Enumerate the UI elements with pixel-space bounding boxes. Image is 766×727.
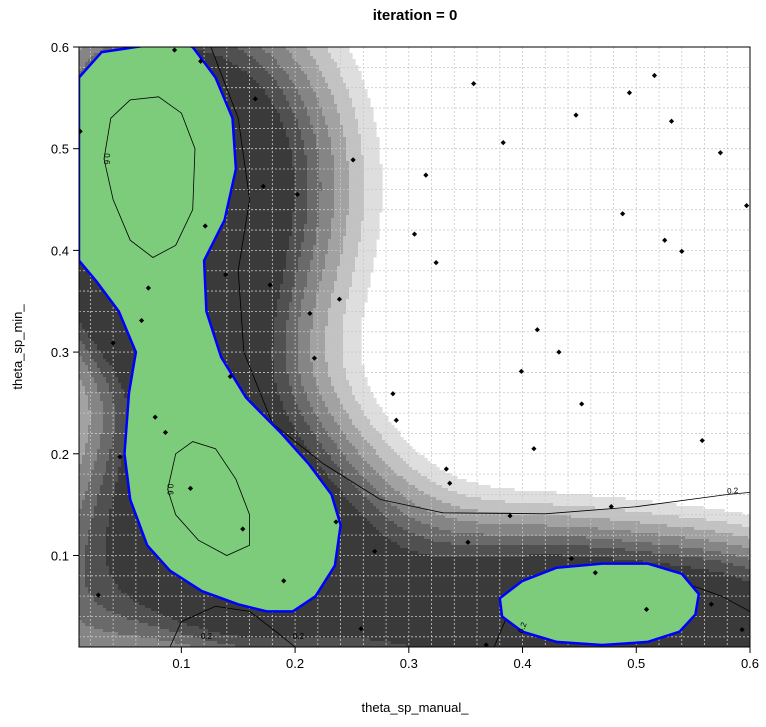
sample-point bbox=[260, 183, 266, 189]
sample-points bbox=[79, 47, 750, 647]
y-axis-label: theta_sp_min_ bbox=[10, 304, 25, 390]
sample-point bbox=[651, 72, 658, 79]
contour-label: 0.2 bbox=[293, 632, 305, 641]
x-tick-label: 0.1 bbox=[172, 656, 190, 671]
sample-point bbox=[743, 203, 750, 209]
sample-point bbox=[500, 139, 506, 146]
sample-point bbox=[573, 112, 579, 118]
sample-point bbox=[198, 58, 204, 64]
sample-point bbox=[171, 47, 178, 53]
sample-point bbox=[350, 157, 356, 163]
sample-point bbox=[372, 548, 378, 555]
sample-point bbox=[333, 519, 339, 525]
sample-point bbox=[252, 96, 258, 102]
sample-point bbox=[483, 642, 489, 647]
contour-label: 0.6 bbox=[166, 484, 175, 496]
sample-point bbox=[568, 555, 575, 562]
sample-point bbox=[294, 191, 300, 198]
sample-point bbox=[708, 601, 714, 607]
feasible-regions bbox=[79, 47, 701, 647]
inner-contour-line bbox=[103, 96, 196, 258]
sample-point bbox=[717, 150, 724, 156]
sample-point bbox=[390, 391, 396, 397]
sample-point bbox=[202, 223, 208, 229]
sample-point bbox=[411, 231, 418, 237]
contour-label: 0.2 bbox=[516, 621, 528, 635]
contour-labels: 0.6 0.6 0.2 0.2 0.2 0.2 0.2 bbox=[102, 153, 763, 641]
feasible-region-left bbox=[79, 47, 342, 613]
y-tick-label: 0.4 bbox=[51, 243, 69, 258]
sample-point bbox=[117, 454, 123, 460]
sample-point bbox=[668, 118, 675, 124]
sample-point bbox=[138, 317, 145, 324]
sample-point bbox=[608, 504, 614, 510]
sample-point bbox=[95, 592, 101, 598]
sample-point bbox=[662, 237, 668, 243]
sample-point bbox=[739, 627, 745, 633]
sample-point bbox=[433, 259, 439, 266]
sample-point bbox=[507, 513, 513, 519]
y-tick-label: 0.6 bbox=[51, 40, 69, 55]
sample-point bbox=[471, 81, 477, 87]
x-tick-label: 0.5 bbox=[627, 656, 645, 671]
sample-point bbox=[227, 373, 233, 380]
y-tick-label: 0.2 bbox=[51, 447, 69, 462]
sample-point bbox=[534, 327, 540, 333]
x-axis: 0.1 0.2 0.3 0.4 0.5 0.6 bbox=[172, 647, 759, 671]
x-tick-label: 0.3 bbox=[400, 656, 418, 671]
plot-area: 0.6 0.6 0.2 0.2 0.2 0.2 0.2 bbox=[79, 47, 763, 647]
contour-label: 0.2 bbox=[727, 486, 739, 496]
x-tick-label: 0.2 bbox=[286, 656, 304, 671]
plot-border bbox=[78, 46, 751, 648]
y-tick-label: 0.1 bbox=[51, 548, 69, 563]
y-axis: 0.1 0.2 0.3 0.4 0.5 0.6 bbox=[51, 40, 79, 563]
sample-point bbox=[556, 349, 562, 355]
y-tick-label: 0.3 bbox=[51, 345, 69, 360]
sample-point bbox=[620, 211, 626, 217]
sample-point bbox=[311, 355, 318, 361]
inner-contour-line bbox=[167, 441, 250, 556]
sample-point bbox=[358, 626, 364, 632]
sample-point bbox=[518, 368, 525, 375]
contour-line bbox=[169, 605, 296, 647]
contour-label: 0.2 bbox=[751, 621, 763, 635]
sample-point bbox=[393, 417, 399, 423]
sample-point bbox=[447, 480, 453, 486]
sample-point bbox=[145, 285, 151, 291]
contour-line bbox=[210, 47, 750, 515]
x-tick-label: 0.4 bbox=[514, 656, 532, 671]
contour-label: 0.2 bbox=[201, 632, 213, 641]
sample-point bbox=[531, 446, 537, 452]
sample-point bbox=[79, 128, 83, 135]
sample-point bbox=[223, 272, 229, 278]
sample-point bbox=[423, 172, 429, 178]
sample-point bbox=[307, 310, 313, 317]
sample-point bbox=[336, 296, 343, 302]
sample-point bbox=[110, 340, 116, 346]
sample-point bbox=[679, 248, 685, 255]
y-tick-label: 0.5 bbox=[51, 142, 69, 157]
sample-point bbox=[267, 282, 273, 288]
x-axis-label: theta_sp_manual_ bbox=[362, 700, 470, 715]
x-tick-label: 0.6 bbox=[741, 656, 759, 671]
chart-title: iteration = 0 bbox=[373, 7, 458, 24]
sample-point bbox=[443, 466, 449, 472]
sample-point bbox=[152, 414, 158, 420]
sample-point bbox=[579, 401, 585, 407]
sample-point bbox=[592, 570, 598, 576]
sample-point bbox=[162, 429, 169, 436]
sample-point bbox=[465, 539, 471, 545]
sample-point bbox=[643, 606, 650, 612]
sample-point bbox=[187, 485, 194, 491]
sample-point bbox=[240, 526, 246, 532]
sample-point bbox=[626, 90, 633, 96]
feasible-region-bottom bbox=[498, 562, 701, 647]
contour-label: 0.6 bbox=[102, 153, 111, 165]
sample-point bbox=[699, 437, 705, 444]
sample-point bbox=[281, 578, 287, 584]
